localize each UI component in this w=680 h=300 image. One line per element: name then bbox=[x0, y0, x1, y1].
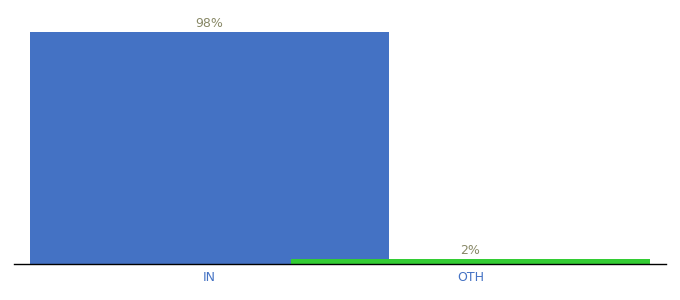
Bar bbox=[291, 259, 650, 264]
Text: 98%: 98% bbox=[196, 17, 223, 30]
Bar bbox=[30, 32, 389, 264]
Text: 2%: 2% bbox=[460, 244, 481, 257]
